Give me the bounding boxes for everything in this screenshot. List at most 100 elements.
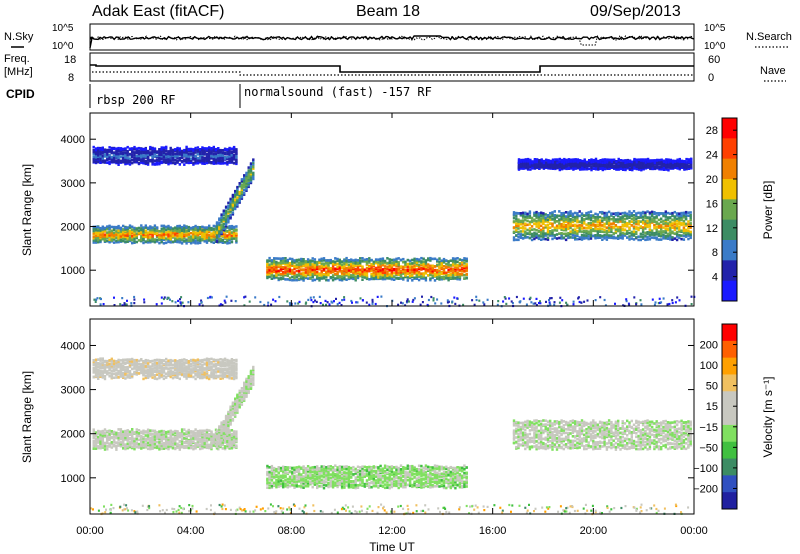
echo-cell [648, 233, 652, 237]
echo-cell [666, 224, 670, 227]
echo-cell [551, 211, 554, 214]
echo-cell [122, 160, 125, 164]
station-title: Adak East (fitACF) [92, 3, 224, 20]
echo-cell [178, 147, 181, 150]
echo-cell [533, 214, 536, 217]
echo-cell [644, 158, 648, 162]
echo-cell [124, 226, 127, 230]
echo-cell [451, 260, 455, 264]
echo-cell [176, 235, 179, 239]
echo-cell [558, 218, 561, 221]
echo-cell [433, 268, 437, 272]
echo-cell [685, 166, 688, 170]
echo-cell [564, 211, 568, 214]
echo-cell [176, 231, 179, 235]
echo-cell [587, 225, 590, 228]
echo-cell [181, 301, 184, 304]
echo-cell [512, 216, 516, 220]
echo-cell [587, 235, 590, 238]
echo-cell [671, 162, 675, 166]
echo-cell [538, 167, 541, 170]
echo-cell [462, 303, 465, 306]
echo-cell [678, 216, 681, 220]
echo-cell [689, 216, 692, 219]
echo-cell [208, 230, 211, 234]
echo-cell [279, 257, 283, 260]
echo-cell [526, 223, 529, 227]
echo-cell [329, 267, 332, 270]
echo-cell [304, 262, 308, 265]
echo-cell [110, 147, 113, 151]
echo-cell [626, 236, 629, 239]
echo-cell [649, 160, 652, 163]
echo-cell [601, 224, 604, 227]
echo-cell [630, 220, 633, 223]
echo-cell [592, 228, 595, 231]
echo-cell [325, 278, 328, 282]
echo-cell [673, 210, 676, 214]
echo-cell [103, 148, 107, 151]
echo-cell [456, 263, 459, 267]
echo-cell [99, 157, 102, 160]
echo-cell [133, 226, 136, 230]
power-echo-data [92, 145, 696, 308]
echo-cell [247, 184, 250, 187]
echo-cell [640, 160, 643, 164]
echo-cell [103, 226, 107, 230]
echo-cell [397, 257, 400, 260]
echo-cell [440, 302, 443, 305]
echo-cell [673, 228, 676, 232]
echo-cell [229, 197, 232, 201]
echo-cell [180, 238, 184, 241]
echo-cell [231, 201, 235, 204]
echo-cell [201, 232, 204, 235]
echo-cell [151, 152, 154, 156]
echo-cell [651, 220, 654, 223]
echo-cell [370, 269, 373, 273]
echo-cell [675, 222, 679, 225]
echo-cell [535, 234, 538, 237]
echo-cell [185, 149, 188, 152]
echo-cell [325, 273, 328, 276]
echo-cell [347, 269, 351, 272]
echo-cell [422, 257, 425, 261]
echo-cell [146, 149, 150, 153]
echo-cell [212, 152, 215, 156]
echo-cell [231, 213, 235, 216]
echo-cell [291, 268, 294, 272]
echo-cell [687, 223, 690, 226]
echo-cell [639, 235, 642, 238]
echo-cell [640, 164, 643, 167]
echo-cell [519, 226, 522, 230]
echo-cell [690, 166, 693, 170]
echo-cell [328, 303, 331, 306]
echo-cell [662, 159, 666, 163]
echo-cell [176, 152, 179, 156]
echo-cell [336, 257, 339, 261]
echo-cell [322, 276, 326, 280]
echo-cell [103, 159, 107, 162]
echo-cell [546, 230, 550, 234]
echo-cell [657, 230, 661, 233]
echo-cell [178, 226, 181, 229]
echo-cell [220, 216, 223, 219]
echo-cell [641, 230, 645, 233]
echo-cell [517, 227, 520, 230]
echo-cell [101, 227, 104, 231]
echo-cell [675, 230, 679, 234]
echo-cell [174, 301, 177, 304]
echo-cell [309, 265, 312, 268]
echo-cell [142, 147, 145, 151]
echo-cell [619, 216, 622, 219]
echo-cell [662, 237, 665, 240]
echo-cell [648, 219, 652, 222]
echo-cell [214, 154, 218, 157]
echo-cell [675, 227, 679, 230]
echo-cell [445, 265, 448, 269]
echo-cell [553, 303, 556, 306]
echo-cell [351, 301, 353, 304]
echo-cell [383, 259, 387, 263]
echo-cell [420, 261, 423, 265]
echo-cell [572, 168, 575, 171]
echo-cell [438, 278, 441, 281]
